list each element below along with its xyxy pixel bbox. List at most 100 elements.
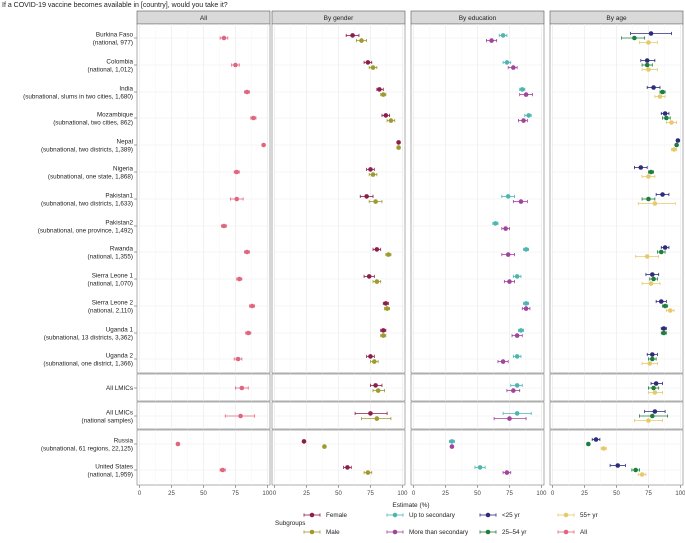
point-burkina-faso-all [219, 35, 229, 41]
row-label-name: Colombia [106, 59, 133, 66]
point-burkina-faso-up-to-secondary [498, 33, 508, 38]
point-marker [261, 142, 266, 148]
point-uganda-1-25-yr [660, 326, 667, 331]
point-marker [675, 138, 681, 143]
row-label-nepal: Nepal(subnational, two districts, 1,389) [41, 139, 137, 154]
point-marker [345, 465, 350, 470]
point-marker [251, 115, 256, 121]
point-marker [388, 118, 394, 123]
point-marker [365, 470, 371, 475]
point-marker [523, 306, 529, 311]
row-label-name: Uganda 2 [106, 353, 134, 360]
point-burkina-faso-25-54-yr [621, 35, 646, 41]
point-marker [237, 276, 242, 282]
legend-key-marker [392, 512, 398, 518]
x-tick-label: 0 [412, 491, 416, 497]
point-marker [396, 140, 401, 145]
point-marker [235, 356, 241, 362]
point-marker [639, 472, 645, 477]
x-tick-label: 50 [613, 491, 620, 497]
panel-by-age: By age 0 25 50 75 100 [549, 10, 685, 497]
row-label-rwanda: Rwanda(national, 1,355) [87, 246, 137, 261]
point-pakistan1-all [229, 196, 244, 202]
row-label-all-lmics: All LMICs(national samples) [82, 410, 137, 425]
point-mozambique-female [381, 113, 391, 118]
point-rwanda-male [385, 252, 392, 257]
row-label-sub: (subnational, two districts, 1,633) [41, 201, 133, 208]
point-marker [674, 142, 679, 148]
legend-key-marker [392, 529, 398, 535]
legend-item-more-than-secondary: More than secondary [386, 529, 469, 536]
point-marker [648, 169, 654, 175]
point-marker [368, 411, 373, 416]
point-india-male [380, 92, 387, 97]
point-uganda-2-25-yr [646, 352, 658, 357]
point-marker [633, 467, 638, 473]
point-marker [386, 252, 391, 257]
point-marker [350, 33, 355, 38]
point-all-lmics-male [361, 416, 392, 421]
row-label-name: Russia [114, 438, 134, 445]
point-marker [667, 308, 673, 313]
row-label-name: Rwanda [110, 246, 134, 253]
point-marker [661, 326, 667, 331]
row-label-sierra-leone-2: Sierra Leone 2(national, 2,110) [88, 300, 137, 315]
panel-by-education: By education 0 25 50 75 100 [410, 10, 547, 497]
point-mozambique-more-than-secondary [518, 118, 528, 123]
x-tick-label: 50 [335, 491, 342, 497]
point-marker [664, 115, 669, 121]
point-marker [380, 333, 386, 338]
point-marker [650, 272, 655, 277]
point-india-55-yr [654, 94, 666, 99]
x-tick-label: 50 [200, 491, 207, 497]
legend-item-female: Female [303, 512, 347, 519]
row-label-sub: (national, 977) [93, 40, 133, 47]
point-uganda-1-more-than-secondary [511, 333, 523, 338]
point-colombia-55-yr [641, 67, 658, 72]
point-marker [514, 411, 520, 416]
row-label-sub: (national, 1,012) [87, 67, 133, 74]
point-united-states-all [219, 467, 226, 473]
point-sierra-leone-2-25-54-yr [662, 303, 669, 309]
legend-label: 25–54 yr [502, 529, 527, 536]
point-uganda-2-all [233, 356, 243, 362]
point-colombia-male [368, 65, 378, 70]
point-marker [648, 281, 654, 286]
point-marker [653, 381, 659, 386]
point-marker [370, 172, 376, 177]
row-label-sub: (subnational, one district, 1,366) [43, 361, 133, 368]
point-marker [383, 301, 389, 306]
point-marker [644, 58, 650, 63]
row-label-sub: (national samples) [82, 418, 133, 425]
panel-strip-label: All [200, 15, 208, 22]
point-nigeria-25-yr [634, 165, 648, 170]
point-sierra-leone-2-female [382, 301, 389, 306]
x-tick-label: 75 [367, 491, 374, 497]
point-all-lmics-female [354, 411, 388, 416]
point-pakistan2-more-than-secondary [501, 226, 510, 231]
point-united-states-55-yr [637, 472, 647, 477]
point-marker [518, 199, 524, 204]
x-tick-label: 0 [138, 491, 142, 497]
x-tick-label: 25 [442, 491, 449, 497]
x-tick-label: 75 [506, 491, 513, 497]
legend-label: More than secondary [409, 529, 469, 536]
point-marker [518, 328, 524, 333]
point-marker [221, 35, 227, 41]
point-sierra-leone-2-25-yr [655, 299, 667, 304]
point-marker [365, 60, 371, 65]
point-sierra-leone-1-female [363, 274, 375, 279]
point-marker [383, 113, 389, 118]
point-marker [601, 446, 607, 451]
point-sierra-leone-1-55-yr [641, 281, 661, 286]
point-marker [449, 439, 455, 444]
point-india-25-54-yr [659, 89, 666, 95]
point-marker [523, 247, 529, 252]
x-tick-label: 25 [168, 491, 175, 497]
row-label-india: India(subnational, slums in two cities, … [23, 86, 137, 101]
row-label-sub: (national, 2,110) [88, 308, 133, 315]
legend-item-55-yr: 55+ yr [557, 512, 598, 519]
point-russia-25-54-yr [586, 441, 591, 447]
point-marker [505, 252, 511, 257]
row-label-name: Uganda 1 [106, 327, 134, 334]
